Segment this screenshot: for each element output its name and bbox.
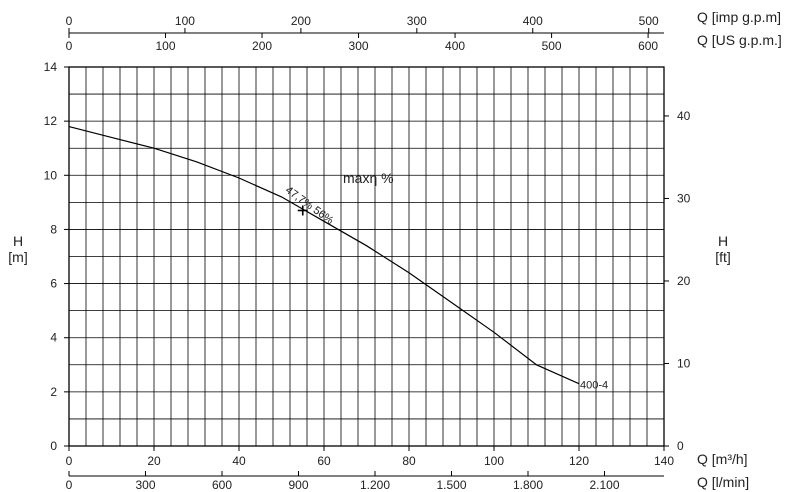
top-tick-label: 0 xyxy=(66,14,73,28)
top-tick-label: 300 xyxy=(407,14,427,28)
max-efficiency-annotation: maxη % xyxy=(343,170,394,186)
right-tick-label: 40 xyxy=(677,109,691,123)
right-tick-label: 30 xyxy=(677,191,691,205)
bottom2-tick-label: 2.100 xyxy=(589,478,619,492)
bottom-tick-label: 140 xyxy=(654,454,674,468)
bottom-tick-label: 120 xyxy=(569,454,589,468)
top2-tick-label: 200 xyxy=(252,39,272,53)
bottom2-tick-label: 600 xyxy=(212,478,232,492)
bottom-tick-label: 80 xyxy=(402,454,416,468)
bottom2-tick-label: 1.800 xyxy=(513,478,543,492)
left-tick-label: 8 xyxy=(50,222,57,236)
bottom2-tick-label: 0 xyxy=(66,478,73,492)
bep-label: 47,7% 56% xyxy=(283,184,336,227)
right-tick-label: 20 xyxy=(677,274,691,288)
top-tick-label: 400 xyxy=(523,14,543,28)
top-tick-label: 100 xyxy=(175,14,195,28)
grid xyxy=(69,67,664,446)
right-axis-unit: [ft] xyxy=(715,249,731,265)
left-tick-label: 6 xyxy=(50,277,57,291)
top2-tick-label: 100 xyxy=(156,39,176,53)
left-tick-label: 2 xyxy=(50,385,57,399)
left-tick-label: 4 xyxy=(50,331,57,345)
top-tick-label: 200 xyxy=(291,14,311,28)
top-tick-label: 500 xyxy=(639,14,659,28)
top2-tick-label: 300 xyxy=(349,39,369,53)
top2-tick-label: 500 xyxy=(542,39,562,53)
bottom2-tick-label: 300 xyxy=(135,478,155,492)
right-tick-label: 0 xyxy=(677,439,684,453)
bottom2-axis-label: Q [l/min] xyxy=(697,474,749,490)
top2-axis-label: Q [US g.p.m.] xyxy=(697,32,782,48)
bottom-tick-label: 100 xyxy=(484,454,504,468)
left-axis-label: H xyxy=(13,233,23,249)
series-label-400-4: 400-4 xyxy=(580,380,608,392)
left-tick-label: 0 xyxy=(50,439,57,453)
bottom2-tick-label: 1.500 xyxy=(436,478,466,492)
top-axis-label: Q [imp g.p.m] xyxy=(697,9,781,25)
plot-frame xyxy=(68,66,665,447)
bottom2-tick-label: 1.200 xyxy=(360,478,390,492)
left-tick-label: 14 xyxy=(44,60,58,74)
top2-tick-label: 0 xyxy=(66,39,73,53)
bottom-tick-label: 40 xyxy=(232,454,246,468)
bottom-tick-label: 0 xyxy=(66,454,73,468)
series-line-400-4 xyxy=(68,126,580,385)
best-efficiency-marker xyxy=(297,205,308,216)
right-axis-label: H xyxy=(718,233,728,249)
bottom2-tick-label: 900 xyxy=(288,478,308,492)
left-tick-label: 12 xyxy=(44,114,58,128)
left-axis-unit: [m] xyxy=(8,249,27,265)
bottom-axis-label: Q [m³/h] xyxy=(697,451,748,467)
bottom-tick-label: 20 xyxy=(147,454,161,468)
top2-tick-label: 400 xyxy=(445,39,465,53)
bottom-tick-label: 60 xyxy=(317,454,331,468)
right-tick-label: 10 xyxy=(677,356,691,370)
left-tick-label: 10 xyxy=(44,168,58,182)
top2-tick-label: 600 xyxy=(638,39,658,53)
axis-titles: H [m] H [ft] Q [imp g.p.m] Q [US g.p.m.]… xyxy=(8,9,782,490)
